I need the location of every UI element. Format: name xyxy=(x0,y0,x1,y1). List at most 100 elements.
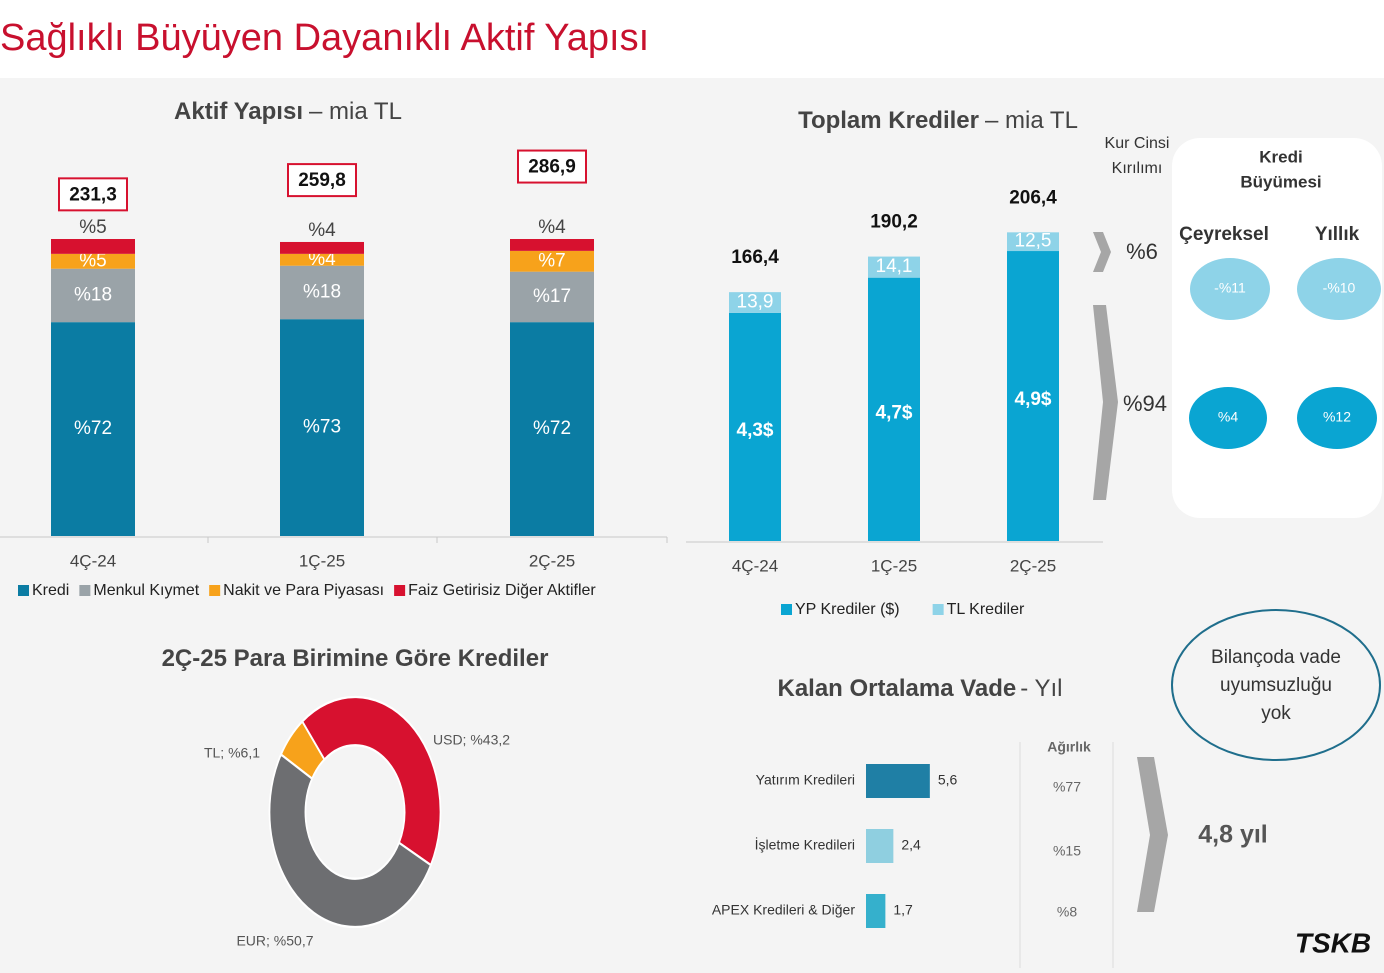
legend-swatch xyxy=(79,585,91,596)
segment-label: %4 xyxy=(308,220,336,241)
legend-label: YP Krediler ($) xyxy=(795,601,900,618)
segment-label: %4 xyxy=(538,217,566,238)
growth-badge xyxy=(1297,387,1377,449)
slice-label: EUR; %50,7 xyxy=(236,933,313,949)
bar-segment xyxy=(510,239,594,251)
average-maturity: 4,8 yıl xyxy=(1198,821,1268,849)
donut xyxy=(268,695,442,929)
value-label: 2,4 xyxy=(901,837,921,853)
legend-swatch xyxy=(781,604,792,615)
bar-segment xyxy=(51,253,135,269)
bar-segment xyxy=(51,239,135,254)
chart-title: 2Ç-25 Para Birimine Göre Krediler xyxy=(162,645,549,672)
total-box xyxy=(517,149,587,184)
growth-column: Çeyreksel xyxy=(1179,224,1269,245)
chart-title-unit: - Yıl xyxy=(1020,675,1062,702)
value-label: 1,7 xyxy=(893,902,913,918)
segment-label: %4 xyxy=(308,249,336,270)
total-label: 190,2 xyxy=(870,212,918,233)
segment-label: %18 xyxy=(303,281,341,302)
chart-title-unit: – mia TL xyxy=(309,98,402,125)
chart-title-unit: – mia TL xyxy=(985,107,1078,134)
weight: %8 xyxy=(1057,904,1077,920)
breakdown-title: Kırılımı xyxy=(1112,160,1163,177)
chart-title-main: Kalan Ortalama Vade xyxy=(777,675,1016,702)
growth-title: Kredi xyxy=(1259,147,1302,166)
total-box xyxy=(287,163,357,198)
note-line: yok xyxy=(1261,703,1291,724)
growth-value: %4 xyxy=(1218,409,1238,425)
segment-label: %5 xyxy=(79,217,106,238)
total-label: 259,8 xyxy=(298,170,346,191)
total-box xyxy=(58,177,128,212)
growth-column: Yıllık xyxy=(1315,224,1360,245)
x-tick-label: 1Ç-25 xyxy=(871,556,917,575)
bar xyxy=(866,829,894,863)
legend-label: TL Krediler xyxy=(947,601,1025,618)
total-label: 206,4 xyxy=(1009,187,1057,208)
bar-segment xyxy=(868,256,920,278)
bar-segment xyxy=(729,292,781,313)
segment-label: %72 xyxy=(74,418,112,439)
donut-slice xyxy=(301,695,442,867)
bar xyxy=(866,764,930,798)
segment-label: 13,9 xyxy=(737,292,774,313)
segment-label: %72 xyxy=(533,418,571,439)
bar-segment xyxy=(729,312,781,541)
segment-label: %5 xyxy=(79,250,106,271)
legend-label: Nakit ve Para Piyasası xyxy=(223,582,384,599)
slice-label: TL; %6,1 xyxy=(204,745,260,761)
bar-segment xyxy=(280,241,364,254)
legend-label: Kredi xyxy=(32,582,69,599)
y-tick-label: İşletme Kredileri xyxy=(755,836,855,853)
x-tick-label: 1Ç-25 xyxy=(299,551,345,570)
bar-segment xyxy=(1007,232,1059,252)
chart-title-main: 2Ç-25 Para Birimine Göre Krediler xyxy=(162,645,549,672)
note-line: Bilançoda vade xyxy=(1211,647,1341,668)
legend-swatch xyxy=(18,585,29,596)
growth-value: -%10 xyxy=(1323,280,1356,296)
segment-label: 14,1 xyxy=(876,256,913,277)
header-band xyxy=(0,0,1384,78)
chart-title: Kalan Ortalama Vade - Yıl xyxy=(777,675,1062,702)
legend-swatch xyxy=(932,604,944,615)
segment-label: %18 xyxy=(74,284,112,305)
x-tick-label: 4Ç-24 xyxy=(732,556,778,575)
legend-swatch xyxy=(209,585,221,596)
growth-badge xyxy=(1189,387,1267,449)
bar-segment xyxy=(868,277,920,541)
segment-label: %17 xyxy=(533,286,571,307)
bar-segment xyxy=(280,319,364,536)
segment-label: 4,9$ xyxy=(1015,389,1052,410)
x-tick-label: 2Ç-25 xyxy=(529,551,575,570)
slice-label: USD; %43,2 xyxy=(433,732,510,748)
weight-title: Ağırlık xyxy=(1047,739,1091,755)
bar-segment xyxy=(510,271,594,323)
weight: %15 xyxy=(1053,843,1081,859)
segment-label: 12,5 xyxy=(1015,231,1052,252)
logo: TSKB xyxy=(1295,927,1371,958)
growth-badge xyxy=(1190,258,1270,320)
y-tick-label: APEX Kredileri & Diğer xyxy=(712,902,856,918)
segment-label: %7 xyxy=(538,250,565,271)
page-title: Sağlıklı Büyüyen Dayanıklı Aktif Yapısı xyxy=(0,17,649,59)
breakdown-label: %94 xyxy=(1123,391,1167,416)
bar-segment xyxy=(510,250,594,272)
chevron xyxy=(1093,232,1111,272)
y-tick-label: Yatırım Kredileri xyxy=(756,772,855,788)
bar-segment xyxy=(510,322,594,536)
segment-label: %73 xyxy=(303,417,341,438)
bar xyxy=(866,894,886,928)
growth-badge xyxy=(1297,258,1381,320)
bar-segment xyxy=(51,268,135,323)
total-label: 166,4 xyxy=(731,247,779,268)
growth-title: Büyümesi xyxy=(1240,172,1321,191)
segment-label: 4,7$ xyxy=(876,402,913,423)
chart-title: Aktif Yapısı – mia TL xyxy=(174,98,402,125)
legend-label: Faiz Getirisiz Diğer Aktifler xyxy=(408,582,596,599)
bar-segment xyxy=(280,265,364,320)
growth-value: -%11 xyxy=(1214,280,1246,296)
weight: %77 xyxy=(1053,779,1081,795)
total-label: 231,3 xyxy=(69,184,117,205)
